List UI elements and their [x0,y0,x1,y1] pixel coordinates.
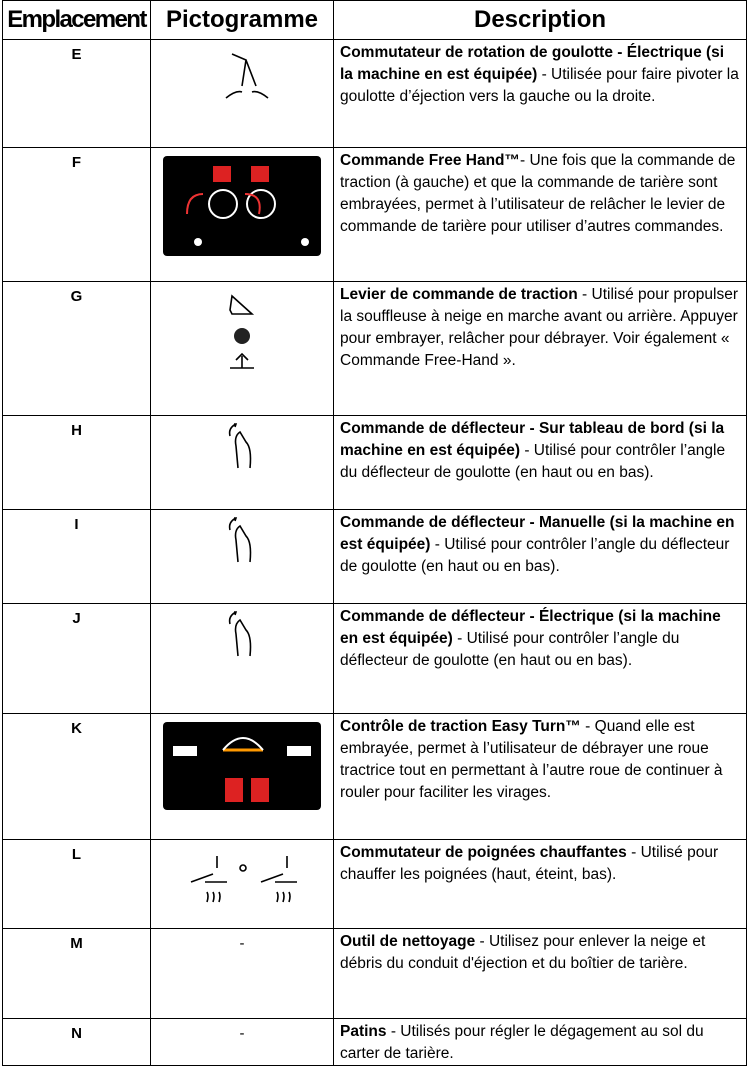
description-text: - Utilisé pour contrôler l’angle du défl… [340,442,726,481]
row: K Contrôle de traction Easy Turn™ - Quand… [2,713,747,840]
pictogram-cell [150,603,334,714]
description-title: Patins [340,1023,387,1040]
description-text: - Utilisé pour contrôler l’angle du défl… [340,536,730,575]
pictogram-cell: - [150,1018,334,1066]
pictogram [163,156,321,256]
row: G Levier de commande de traction - Utilis… [2,281,747,416]
location-cell: G [2,281,151,416]
location-cell: J [2,603,151,714]
description-text: - Utilisée pour faire pivoter la goulott… [340,66,739,105]
pictogram-cell [150,39,334,148]
row: E Commutateur de rotation de goulotte - É… [2,39,747,148]
description-cell: Commande de déflecteur - Manuelle (si la… [333,509,747,604]
location-cell: H [2,415,151,510]
description-cell: Outil de nettoyage - Utilisez pour enlev… [333,928,747,1019]
pictogram [229,294,255,369]
row: F Commande Free Hand™- Une fois que la co… [2,147,747,282]
location-cell: K [2,713,151,840]
description-cell: Contrôle de traction Easy Turn™ - Quand … [333,713,747,840]
location-cell: M [2,928,151,1019]
pictogram-cell [150,509,334,604]
description-title: Commande de déflecteur - Manuelle (si la… [340,514,735,553]
description-cell: Commande de déflecteur - Sur tableau de … [333,415,747,510]
pictogram [228,611,252,657]
description-cell: Commande de déflecteur - Électrique (si … [333,603,747,714]
header-row: Emplacement Pictogramme Description [2,0,747,40]
description-cell: Commutateur de poignées chauffantes - Ut… [333,839,747,929]
pictogram-cell [150,147,334,282]
description-title: Commande de déflecteur - Sur tableau de … [340,420,725,459]
row: H Commande de déflecteur - Sur tableau de… [2,415,747,510]
location-cell: F [2,147,151,282]
description-text: - Quand elle est embrayée, permet à l’ut… [340,718,723,801]
pictogram-cell [150,839,334,929]
description-text: - Utilisez pour enlever la neige et débr… [340,933,706,972]
header-cell: Description [333,0,747,40]
row: J Commande de déflecteur - Électrique (si… [2,603,747,714]
description-text: - Une fois que la commande de traction (… [340,152,736,235]
description-cell: Commande Free Hand™- Une fois que la com… [333,147,747,282]
row: L Commutateur de poignées chauffantes - U… [2,839,747,929]
pictogram [163,722,321,810]
pictogram [228,517,252,563]
pictogram [225,53,269,99]
header-cell: Emplacement [2,0,151,40]
description-title: Commutateur de rotation de goulotte - Él… [340,44,725,83]
location-cell: N [2,1018,151,1066]
description-cell: Patins - Utilisés pour régler le dégagem… [333,1018,747,1066]
description-text: - Utilisé pour chauffer les poignées (ha… [340,844,719,883]
header-cell: Pictogramme [150,0,334,40]
pictogram [190,856,297,903]
description-title: Levier de commande de traction [340,286,578,303]
description-cell: Commutateur de rotation de goulotte - Él… [333,39,747,148]
pictogram-cell [150,281,334,416]
pictogram [228,423,252,469]
description-text: - Utilisé pour contrôler l’angle du défl… [340,630,680,669]
description-title: Commande de déflecteur - Électrique (si … [340,608,721,647]
description-cell: Levier de commande de traction - Utilisé… [333,281,747,416]
location-cell: L [2,839,151,929]
description-title: Outil de nettoyage [340,933,476,950]
description-title: Commutateur de poignées chauffantes [340,844,627,861]
row: I Commande de déflecteur - Manuelle (si l… [2,509,747,604]
description-text: - Utilisés pour régler le dégagement au … [340,1023,704,1062]
location-cell: I [2,509,151,604]
description-title: Commande Free Hand™ [340,152,521,169]
row: M - Outil de nettoyage - Utilisez pour enl… [2,928,747,1019]
location-cell: E [2,39,151,148]
pictogram-cell [150,415,334,510]
description-title: Contrôle de traction Easy Turn™ [340,718,581,735]
description-text: - Utilisé pour propulser la souffleuse à… [340,286,738,369]
row: N - Patins - Utilisés pour régler le dégag… [2,1018,747,1066]
pictogram-cell: - [150,928,334,1019]
pictogram-cell [150,713,334,840]
